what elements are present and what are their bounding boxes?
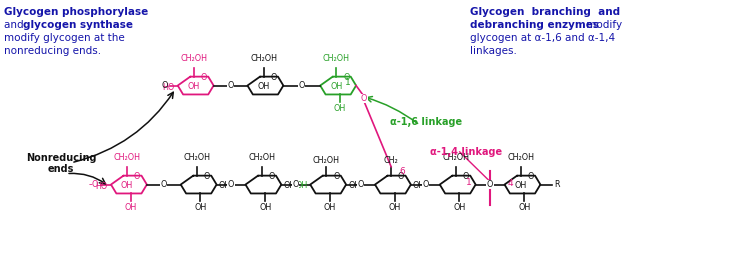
Text: CH₂: CH₂ xyxy=(384,156,399,165)
Text: O: O xyxy=(270,73,277,82)
Text: OH: OH xyxy=(259,203,271,212)
Text: OH: OH xyxy=(284,181,296,190)
Text: O: O xyxy=(299,81,305,90)
Text: O: O xyxy=(204,172,210,181)
Text: CH₂OH: CH₂OH xyxy=(443,153,470,162)
Text: O: O xyxy=(463,172,469,181)
Text: O: O xyxy=(133,172,140,181)
Text: O: O xyxy=(361,94,367,103)
Text: OH: OH xyxy=(413,181,425,190)
Text: CH₂OH: CH₂OH xyxy=(114,153,141,162)
Text: OH: OH xyxy=(388,203,401,212)
Text: OH: OH xyxy=(188,82,200,91)
Text: –O: –O xyxy=(89,180,99,189)
Text: 1: 1 xyxy=(465,178,471,187)
Text: HO: HO xyxy=(163,83,175,92)
Text: OH: OH xyxy=(330,82,342,91)
Text: CH₂OH: CH₂OH xyxy=(313,156,340,165)
Text: α-1,6 linkage: α-1,6 linkage xyxy=(390,117,462,127)
Text: O: O xyxy=(343,73,349,82)
Text: 4: 4 xyxy=(508,179,513,188)
Text: CH₂OH: CH₂OH xyxy=(507,153,534,162)
Text: modify: modify xyxy=(584,20,622,30)
Text: OH: OH xyxy=(348,181,360,190)
Text: O: O xyxy=(357,180,363,189)
Text: OH: OH xyxy=(195,203,207,212)
Text: glycogen at α-1,6 and α-1,4: glycogen at α-1,6 and α-1,4 xyxy=(470,33,615,43)
Text: glycogen synthase: glycogen synthase xyxy=(23,20,133,30)
Text: OH: OH xyxy=(295,181,308,190)
Text: 1: 1 xyxy=(345,78,351,87)
Text: linkages.: linkages. xyxy=(470,46,516,56)
Text: and: and xyxy=(5,20,27,30)
Text: Glycogen  branching  and: Glycogen branching and xyxy=(470,7,620,17)
Text: nonreducing ends.: nonreducing ends. xyxy=(5,46,102,56)
Text: CH₂OH: CH₂OH xyxy=(250,54,277,63)
Text: ends: ends xyxy=(48,164,75,174)
Text: HO: HO xyxy=(96,182,108,191)
Text: OH: OH xyxy=(334,104,346,113)
Text: CH₂OH: CH₂OH xyxy=(323,54,350,63)
Text: OH: OH xyxy=(514,181,527,190)
Text: OH: OH xyxy=(324,203,336,212)
Text: O: O xyxy=(201,73,207,82)
Text: O: O xyxy=(527,172,534,181)
Text: O: O xyxy=(487,180,493,189)
Text: O: O xyxy=(161,180,167,189)
Text: O: O xyxy=(268,172,274,181)
Text: debranching enzymes: debranching enzymes xyxy=(470,20,599,30)
Text: OH: OH xyxy=(121,181,133,190)
Text: 6: 6 xyxy=(399,167,405,176)
Text: Glycogen phosphorylase: Glycogen phosphorylase xyxy=(5,7,149,17)
Text: CH₂OH: CH₂OH xyxy=(248,153,275,162)
Text: O: O xyxy=(422,180,428,189)
Text: OH: OH xyxy=(219,181,231,190)
Text: O: O xyxy=(398,172,404,181)
Text: CH₂OH: CH₂OH xyxy=(183,153,210,162)
Text: CH₂OH: CH₂OH xyxy=(180,54,207,63)
Text: O: O xyxy=(333,172,339,181)
Text: O: O xyxy=(161,81,168,90)
Text: O: O xyxy=(293,180,299,189)
Text: OH: OH xyxy=(258,82,270,91)
Text: OH: OH xyxy=(124,203,136,212)
Text: OH: OH xyxy=(518,203,530,212)
Text: O: O xyxy=(228,180,234,189)
Text: α-1,4 linkage: α-1,4 linkage xyxy=(430,147,502,157)
Text: R: R xyxy=(554,180,559,189)
Text: Nonreducing: Nonreducing xyxy=(26,153,97,163)
Text: OH: OH xyxy=(453,203,466,212)
Text: modify glycogen at the: modify glycogen at the xyxy=(5,33,125,43)
Text: O: O xyxy=(228,81,234,90)
